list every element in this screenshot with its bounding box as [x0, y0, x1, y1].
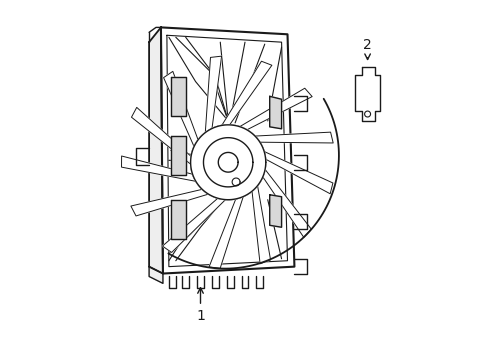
- Polygon shape: [354, 67, 380, 121]
- Polygon shape: [163, 71, 198, 147]
- Polygon shape: [239, 88, 311, 130]
- Polygon shape: [264, 152, 332, 194]
- Polygon shape: [209, 197, 243, 268]
- Polygon shape: [162, 198, 225, 252]
- Polygon shape: [170, 77, 185, 116]
- Text: 1: 1: [196, 288, 204, 323]
- Polygon shape: [149, 267, 163, 283]
- Polygon shape: [170, 200, 185, 239]
- Polygon shape: [222, 61, 271, 125]
- Polygon shape: [190, 125, 265, 200]
- Polygon shape: [218, 152, 238, 172]
- Polygon shape: [203, 138, 252, 187]
- Polygon shape: [131, 189, 208, 216]
- Polygon shape: [122, 156, 196, 181]
- Polygon shape: [251, 186, 270, 264]
- Polygon shape: [269, 96, 281, 129]
- Polygon shape: [254, 132, 332, 143]
- Polygon shape: [218, 152, 238, 172]
- Text: 2: 2: [363, 38, 371, 59]
- Polygon shape: [190, 125, 265, 200]
- Polygon shape: [170, 136, 185, 175]
- Polygon shape: [149, 27, 163, 274]
- Polygon shape: [203, 138, 252, 187]
- Polygon shape: [205, 56, 221, 132]
- Polygon shape: [262, 169, 311, 237]
- Polygon shape: [161, 27, 294, 274]
- Polygon shape: [269, 195, 281, 227]
- Polygon shape: [131, 107, 191, 164]
